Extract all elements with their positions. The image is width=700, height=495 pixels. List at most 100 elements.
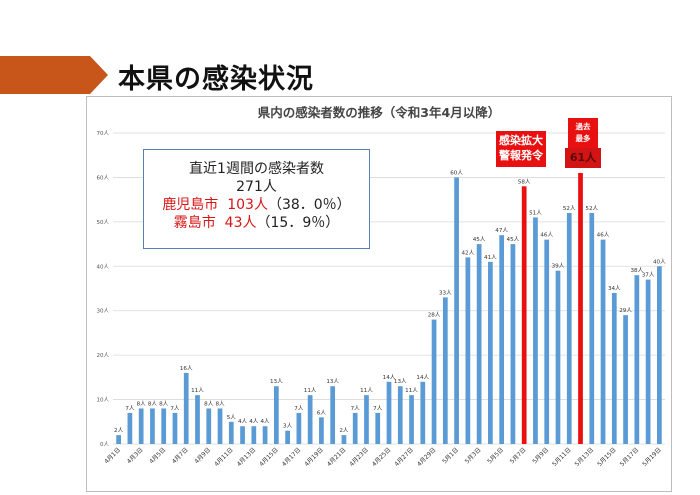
data-label: 11人 bbox=[360, 387, 373, 394]
data-label: 46人 bbox=[540, 232, 553, 239]
x-tick-label: 4月1日 bbox=[103, 446, 122, 465]
bar-4月30日 bbox=[442, 297, 448, 444]
bar-4月7日 bbox=[183, 372, 189, 444]
x-tick-label: 5月19日 bbox=[641, 446, 663, 468]
bar-chart: 県内の感染者数の推移（令和3年4月以降） 0人 10人 20人 30人 40人 50人 60… bbox=[97, 105, 667, 468]
x-tick-label: 4月23日 bbox=[348, 446, 370, 468]
bar-5月9日 bbox=[544, 239, 550, 444]
y-tick-label: 50人 bbox=[97, 219, 110, 226]
x-tick-label: 4月11日 bbox=[213, 446, 235, 468]
bar-5月15日 bbox=[611, 292, 617, 444]
weekly-summary-box: 直近1週間の感染者数 271人 鹿児島市 103人（38．0％） 霧島市 43人… bbox=[143, 149, 370, 249]
bar-4月24日 bbox=[375, 412, 381, 444]
bar-4月29日 bbox=[431, 319, 437, 444]
bar-4月5日 bbox=[161, 408, 167, 444]
bar-5月8日 bbox=[533, 217, 538, 444]
bar-5月14日 bbox=[600, 239, 606, 444]
bar-4月8日 bbox=[195, 395, 200, 444]
data-label: 46人 bbox=[597, 232, 610, 239]
bar-5月2日 bbox=[465, 257, 471, 444]
bar-4月11日 bbox=[228, 421, 234, 444]
bar-4月10日 bbox=[217, 408, 223, 444]
bar-5月4日 bbox=[488, 261, 493, 444]
bar-5月13日 bbox=[589, 212, 595, 444]
data-label: 42人 bbox=[461, 249, 474, 256]
chart-title: 県内の感染者数の推移（令和3年4月以降） bbox=[258, 105, 500, 120]
data-label: 29人 bbox=[619, 307, 632, 314]
bar-4月28日 bbox=[420, 381, 426, 444]
bar-4月1日 bbox=[116, 435, 121, 444]
data-label: 8人 bbox=[159, 400, 169, 407]
x-tick-label: 4月13日 bbox=[236, 446, 258, 468]
alert-callout-line2: 警報発令 bbox=[499, 149, 543, 162]
x-tick-label: 5月1日 bbox=[441, 446, 460, 465]
x-tick-label: 4月5日 bbox=[148, 446, 167, 465]
summary-count-kagoshima: 103人 bbox=[227, 197, 268, 213]
data-label: 13人 bbox=[270, 378, 283, 385]
data-label: 3人 bbox=[283, 423, 293, 430]
bar-4月21日 bbox=[341, 435, 347, 444]
x-tick-label: 5月5日 bbox=[486, 446, 505, 465]
x-tick-label: 5月17日 bbox=[619, 446, 641, 468]
y-tick-label: 60人 bbox=[97, 174, 110, 181]
bar-5月17日 bbox=[634, 275, 640, 444]
bar-4月17日 bbox=[296, 412, 302, 444]
bar-4月2日 bbox=[127, 412, 133, 444]
bar-5月11日 bbox=[566, 212, 572, 444]
data-label: 4人 bbox=[261, 418, 271, 425]
data-label: 52人 bbox=[563, 205, 576, 212]
bar-4月25日 bbox=[386, 381, 392, 444]
data-label: 8人 bbox=[148, 400, 158, 407]
data-label: 45人 bbox=[473, 236, 486, 243]
bar-4月13日 bbox=[251, 426, 257, 444]
summary-place-kirishima: 霧島市 bbox=[173, 215, 216, 231]
data-label: 60人 bbox=[450, 169, 463, 176]
record-callout-line1: 過去 bbox=[575, 122, 591, 131]
data-label: 7人 bbox=[351, 405, 361, 412]
data-label: 8人 bbox=[137, 400, 147, 407]
bar-4月23日 bbox=[364, 395, 369, 444]
x-tick-label: 4月25日 bbox=[371, 446, 393, 468]
summary-heading: 直近1週間の感染者数 bbox=[189, 161, 324, 177]
bar-4月19日 bbox=[319, 417, 324, 444]
bar-4月15日 bbox=[273, 386, 279, 444]
bar-5月10日 bbox=[555, 270, 561, 444]
bar-4月27日 bbox=[409, 395, 414, 444]
data-label: 11人 bbox=[405, 387, 418, 394]
alert-callout-line1: 感染拡大 bbox=[499, 134, 543, 147]
summary-line-kagoshima: 鹿児島市 103人（38．0％） bbox=[144, 196, 369, 214]
x-tick-label: 5月15日 bbox=[596, 446, 618, 468]
title-arrow-banner bbox=[0, 56, 108, 94]
alert-callout: 感染拡大 警報発令 bbox=[496, 131, 546, 167]
bar-5月5日 bbox=[499, 235, 505, 444]
x-tick-label: 4月9日 bbox=[193, 446, 212, 465]
bar-4月26日 bbox=[397, 386, 403, 444]
x-tick-label: 4月15日 bbox=[258, 446, 280, 468]
bar-4月4日 bbox=[150, 408, 155, 444]
bar-5月1日 bbox=[454, 177, 459, 444]
summary-count-kirishima: 43人 bbox=[224, 215, 257, 231]
bar-5月18日 bbox=[645, 279, 651, 444]
bar-4月16日 bbox=[285, 430, 290, 444]
summary-pct-kirishima: （15．9％） bbox=[256, 215, 340, 231]
bar-5月12日 bbox=[578, 172, 583, 444]
bar-4月22日 bbox=[352, 412, 358, 444]
bar-4月9日 bbox=[206, 408, 212, 444]
data-label: 34人 bbox=[608, 285, 621, 292]
data-label: 14人 bbox=[416, 374, 429, 381]
bar-5月16日 bbox=[623, 315, 628, 444]
bar-4月18日 bbox=[307, 395, 313, 444]
y-tick-label: 20人 bbox=[97, 352, 110, 359]
record-callout: 過去 最多 bbox=[568, 118, 598, 148]
bar-5月7日 bbox=[521, 186, 527, 445]
record-callout-line2: 最多 bbox=[575, 134, 591, 143]
x-tick-label: 5月9日 bbox=[531, 446, 550, 465]
x-tick-label: 4月21日 bbox=[326, 446, 348, 468]
data-label: 5人 bbox=[227, 414, 237, 421]
x-tick-label: 5月3日 bbox=[464, 446, 483, 465]
data-label: 7人 bbox=[170, 405, 180, 412]
data-label: 38人 bbox=[630, 267, 643, 274]
data-label: 28人 bbox=[428, 312, 441, 319]
bar-4月3日 bbox=[138, 408, 144, 444]
summary-line-kirishima: 霧島市 43人（15．9％） bbox=[144, 214, 369, 232]
